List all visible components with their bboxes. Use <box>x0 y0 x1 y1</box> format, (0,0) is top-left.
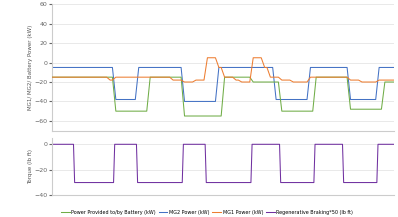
Power Provided to/by Battery (kW) <box>49 76 54 79</box>
Power Provided to/by Battery (kW) <box>339 76 344 79</box>
Line: Power Provided to/by Battery (kW): Power Provided to/by Battery (kW) <box>52 77 394 116</box>
Y-axis label: Torque (lb ft): Torque (lb ft) <box>28 149 33 184</box>
Line: Regenerative Braking*50 (lb ft): Regenerative Braking*50 (lb ft) <box>52 144 394 182</box>
Power Provided to/by Battery (kW) <box>51 76 55 79</box>
MG1 Power (kW) <box>256 56 260 59</box>
Regenerative Braking*50 (lb ft) <box>361 181 365 184</box>
Regenerative Braking*50 (lb ft) <box>253 143 258 146</box>
MG2 Power (kW) <box>51 66 55 69</box>
Legend: Power Provided to/by Battery (kW), MG2 Power (kW), MG1 Power (kW), Regenerative : Power Provided to/by Battery (kW), MG2 P… <box>59 208 355 217</box>
Regenerative Braking*50 (lb ft) <box>51 143 55 146</box>
Power Provided to/by Battery (kW) <box>361 108 365 110</box>
MG2 Power (kW) <box>260 66 265 69</box>
Line: MG1 Power (kW): MG1 Power (kW) <box>52 58 394 82</box>
MG2 Power (kW) <box>392 66 396 69</box>
MG2 Power (kW) <box>49 66 54 69</box>
Regenerative Braking*50 (lb ft) <box>392 143 396 146</box>
Regenerative Braking*50 (lb ft) <box>49 143 54 146</box>
MG1 Power (kW) <box>51 76 55 79</box>
Y-axis label: MG1/ MG2/ Battery Power (kW): MG1/ MG2/ Battery Power (kW) <box>28 25 33 110</box>
Line: MG2 Power (kW): MG2 Power (kW) <box>52 67 394 101</box>
Power Provided to/by Battery (kW) <box>392 81 396 83</box>
Power Provided to/by Battery (kW) <box>254 81 259 83</box>
Regenerative Braking*50 (lb ft) <box>339 143 344 146</box>
Power Provided to/by Battery (kW) <box>182 115 187 117</box>
MG1 Power (kW) <box>261 63 266 66</box>
MG1 Power (kW) <box>362 81 367 83</box>
MG1 Power (kW) <box>182 81 187 83</box>
MG1 Power (kW) <box>392 79 396 81</box>
Power Provided to/by Battery (kW) <box>260 81 265 83</box>
MG1 Power (kW) <box>205 56 210 59</box>
Regenerative Braking*50 (lb ft) <box>72 181 77 184</box>
MG1 Power (kW) <box>49 76 54 79</box>
Regenerative Braking*50 (lb ft) <box>254 143 259 146</box>
MG1 Power (kW) <box>254 56 259 59</box>
MG2 Power (kW) <box>361 98 365 101</box>
MG2 Power (kW) <box>253 66 258 69</box>
MG2 Power (kW) <box>182 100 187 103</box>
MG2 Power (kW) <box>254 66 259 69</box>
Regenerative Braking*50 (lb ft) <box>260 143 265 146</box>
MG1 Power (kW) <box>340 76 345 79</box>
Power Provided to/by Battery (kW) <box>253 81 258 83</box>
MG2 Power (kW) <box>339 66 344 69</box>
